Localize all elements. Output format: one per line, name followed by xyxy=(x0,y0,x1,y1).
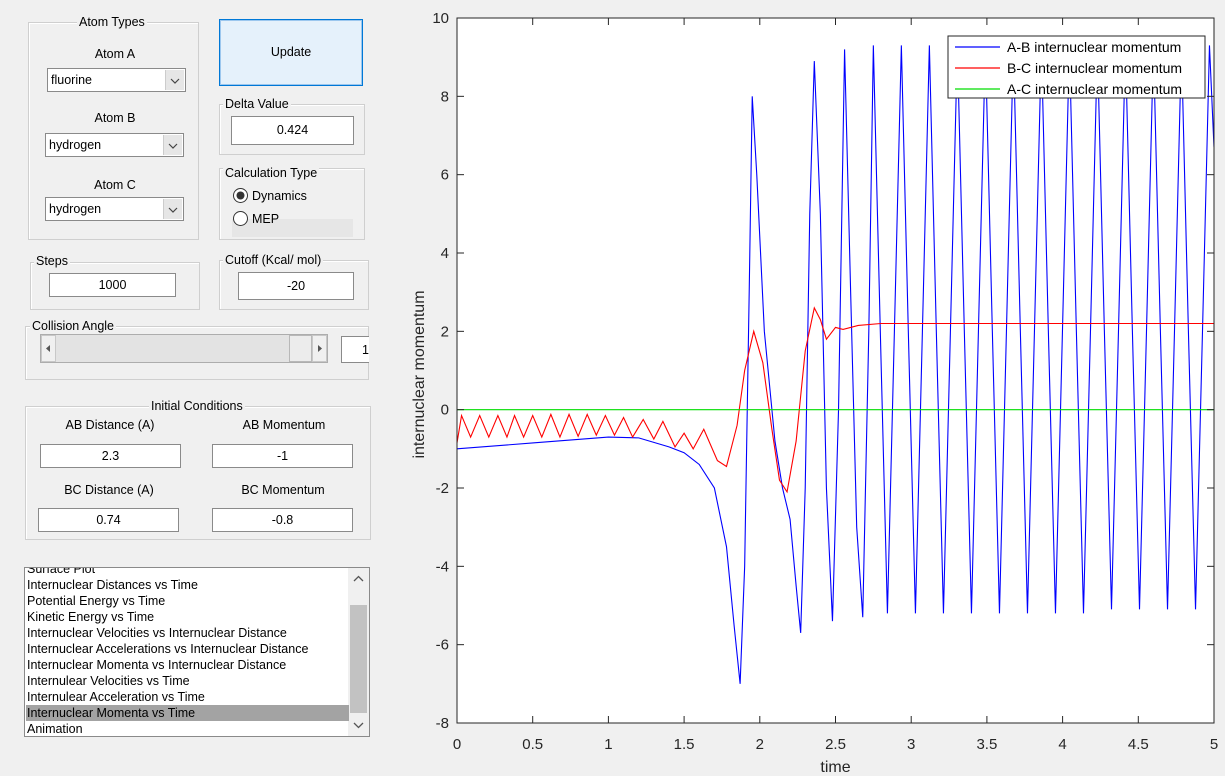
radio-circle xyxy=(233,211,248,226)
list-item[interactable]: Internuclear Momenta vs Time xyxy=(26,705,349,721)
y-tick-label: 8 xyxy=(441,88,449,105)
atom-dropdown[interactable]: hydrogen xyxy=(45,197,184,221)
slider-arrows xyxy=(41,335,327,362)
dropdown-button[interactable] xyxy=(165,70,184,90)
list-item[interactable]: Surface Plot xyxy=(27,567,96,576)
delta-input[interactable]: 0.424 xyxy=(231,116,354,145)
steps-group xyxy=(30,262,200,310)
field-label: AB Distance (A) xyxy=(65,418,155,432)
x-tick-label: 1.5 xyxy=(674,736,695,753)
angle-slider[interactable] xyxy=(40,334,328,363)
x-tick-label: 2.5 xyxy=(825,736,846,753)
dropdown-value: hydrogen xyxy=(49,138,102,152)
list-item[interactable]: Internuclear Momenta vs Internuclear Dis… xyxy=(27,658,287,672)
field-label: AB Momentum xyxy=(242,418,326,432)
series-line xyxy=(457,45,1214,684)
list-item[interactable]: Kinetic Energy vs Time xyxy=(27,610,155,624)
x-tick-label: 5 xyxy=(1210,736,1218,753)
plot-area xyxy=(457,18,1214,723)
x-axis-label: time xyxy=(820,759,850,776)
list-item[interactable]: Internuclear Accelerations vs Internucle… xyxy=(27,642,309,656)
legend-label: A-B internuclear momentum xyxy=(1007,39,1181,55)
update-button[interactable]: Update xyxy=(219,19,363,86)
group-title: Calculation Type xyxy=(223,166,320,180)
angle-input[interactable]: 1 xyxy=(341,336,369,363)
group-title: Initial Conditions xyxy=(149,399,245,413)
legend-box xyxy=(947,35,1206,99)
y-tick-label: 4 xyxy=(441,245,449,262)
group-title: Atom Types xyxy=(77,15,147,29)
y-tick-label: -2 xyxy=(436,480,449,497)
list-item[interactable]: Internuclear Distances vs Time xyxy=(27,578,198,592)
field-input[interactable]: 0.74 xyxy=(38,508,179,532)
y-tick-label: 2 xyxy=(441,323,449,340)
radio-circle xyxy=(233,188,248,203)
radio-focus xyxy=(232,219,353,237)
steps-input[interactable]: 1000 xyxy=(49,273,176,297)
delta-group xyxy=(219,104,365,155)
field-input[interactable]: -0.8 xyxy=(212,508,353,532)
x-tick-label: 3.5 xyxy=(976,736,997,753)
legend-label: B-C internuclear momentum xyxy=(1007,60,1182,76)
list-item[interactable]: Internuclear Velocities vs Internuclear … xyxy=(27,626,287,640)
atom-label: Atom C xyxy=(94,178,136,192)
field-input[interactable]: -1 xyxy=(212,444,353,468)
list-scrollbar[interactable] xyxy=(348,568,369,736)
list-item[interactable]: Internulear Acceleration vs Time xyxy=(27,690,205,704)
dropdown-button[interactable] xyxy=(163,199,182,219)
plot-listbox[interactable]: Surface Plot Internuclear Distances vs Ti… xyxy=(24,567,370,737)
dropdown-arrow xyxy=(170,78,180,84)
y-tick-label: -8 xyxy=(436,715,449,732)
y-tick-label: -6 xyxy=(436,637,449,654)
series-line xyxy=(457,306,1214,494)
dropdown-value: hydrogen xyxy=(49,202,102,216)
dropdown-arrow xyxy=(168,207,178,213)
legend-label: A-C internuclear momentum xyxy=(1007,81,1182,97)
field-input[interactable]: 2.3 xyxy=(40,444,181,468)
y-tick-label: 0 xyxy=(441,402,449,419)
atom-label: Atom B xyxy=(94,111,136,125)
dropdown-value: fluorine xyxy=(51,73,92,87)
group-title: Delta Value xyxy=(223,97,291,111)
y-axis-label: internuclear momentum xyxy=(411,290,428,458)
dropdown-arrow xyxy=(168,143,178,149)
list-item[interactable]: Animation xyxy=(27,722,83,736)
x-tick-label: 0.5 xyxy=(522,736,543,753)
group-title: Steps xyxy=(34,254,70,268)
list-item[interactable]: Potential Energy vs Time xyxy=(27,594,166,608)
radio-option[interactable]: MEP xyxy=(232,210,352,228)
atom-dropdown[interactable]: hydrogen xyxy=(45,133,184,157)
field-label: BC Distance (A) xyxy=(64,483,154,497)
radio-option[interactable]: Dynamics xyxy=(232,187,352,205)
group-title: Cutoff (Kcal/ mol) xyxy=(223,253,324,267)
cutoff-input[interactable]: -20 xyxy=(238,272,354,300)
dropdown-button[interactable] xyxy=(163,135,182,155)
y-tick-label: -4 xyxy=(436,558,449,575)
atom-dropdown[interactable]: fluorine xyxy=(47,68,186,92)
y-tick-label: 6 xyxy=(441,167,449,184)
x-tick-label: 2 xyxy=(756,736,764,753)
radio-label: MEP xyxy=(252,212,280,226)
x-tick-label: 1 xyxy=(604,736,612,753)
x-tick-label: 0 xyxy=(453,736,461,753)
group-title: Collision Angle xyxy=(30,319,116,333)
x-tick-label: 4.5 xyxy=(1128,736,1149,753)
radio-label: Dynamics xyxy=(252,189,307,203)
x-tick-label: 3 xyxy=(907,736,915,753)
x-tick-label: 4 xyxy=(1058,736,1066,753)
list-item[interactable]: Internulear Velocities vs Time xyxy=(27,674,190,688)
field-label: BC Momentum xyxy=(241,483,325,497)
atom-label: Atom A xyxy=(94,47,136,61)
y-tick-label: 10 xyxy=(432,10,449,27)
